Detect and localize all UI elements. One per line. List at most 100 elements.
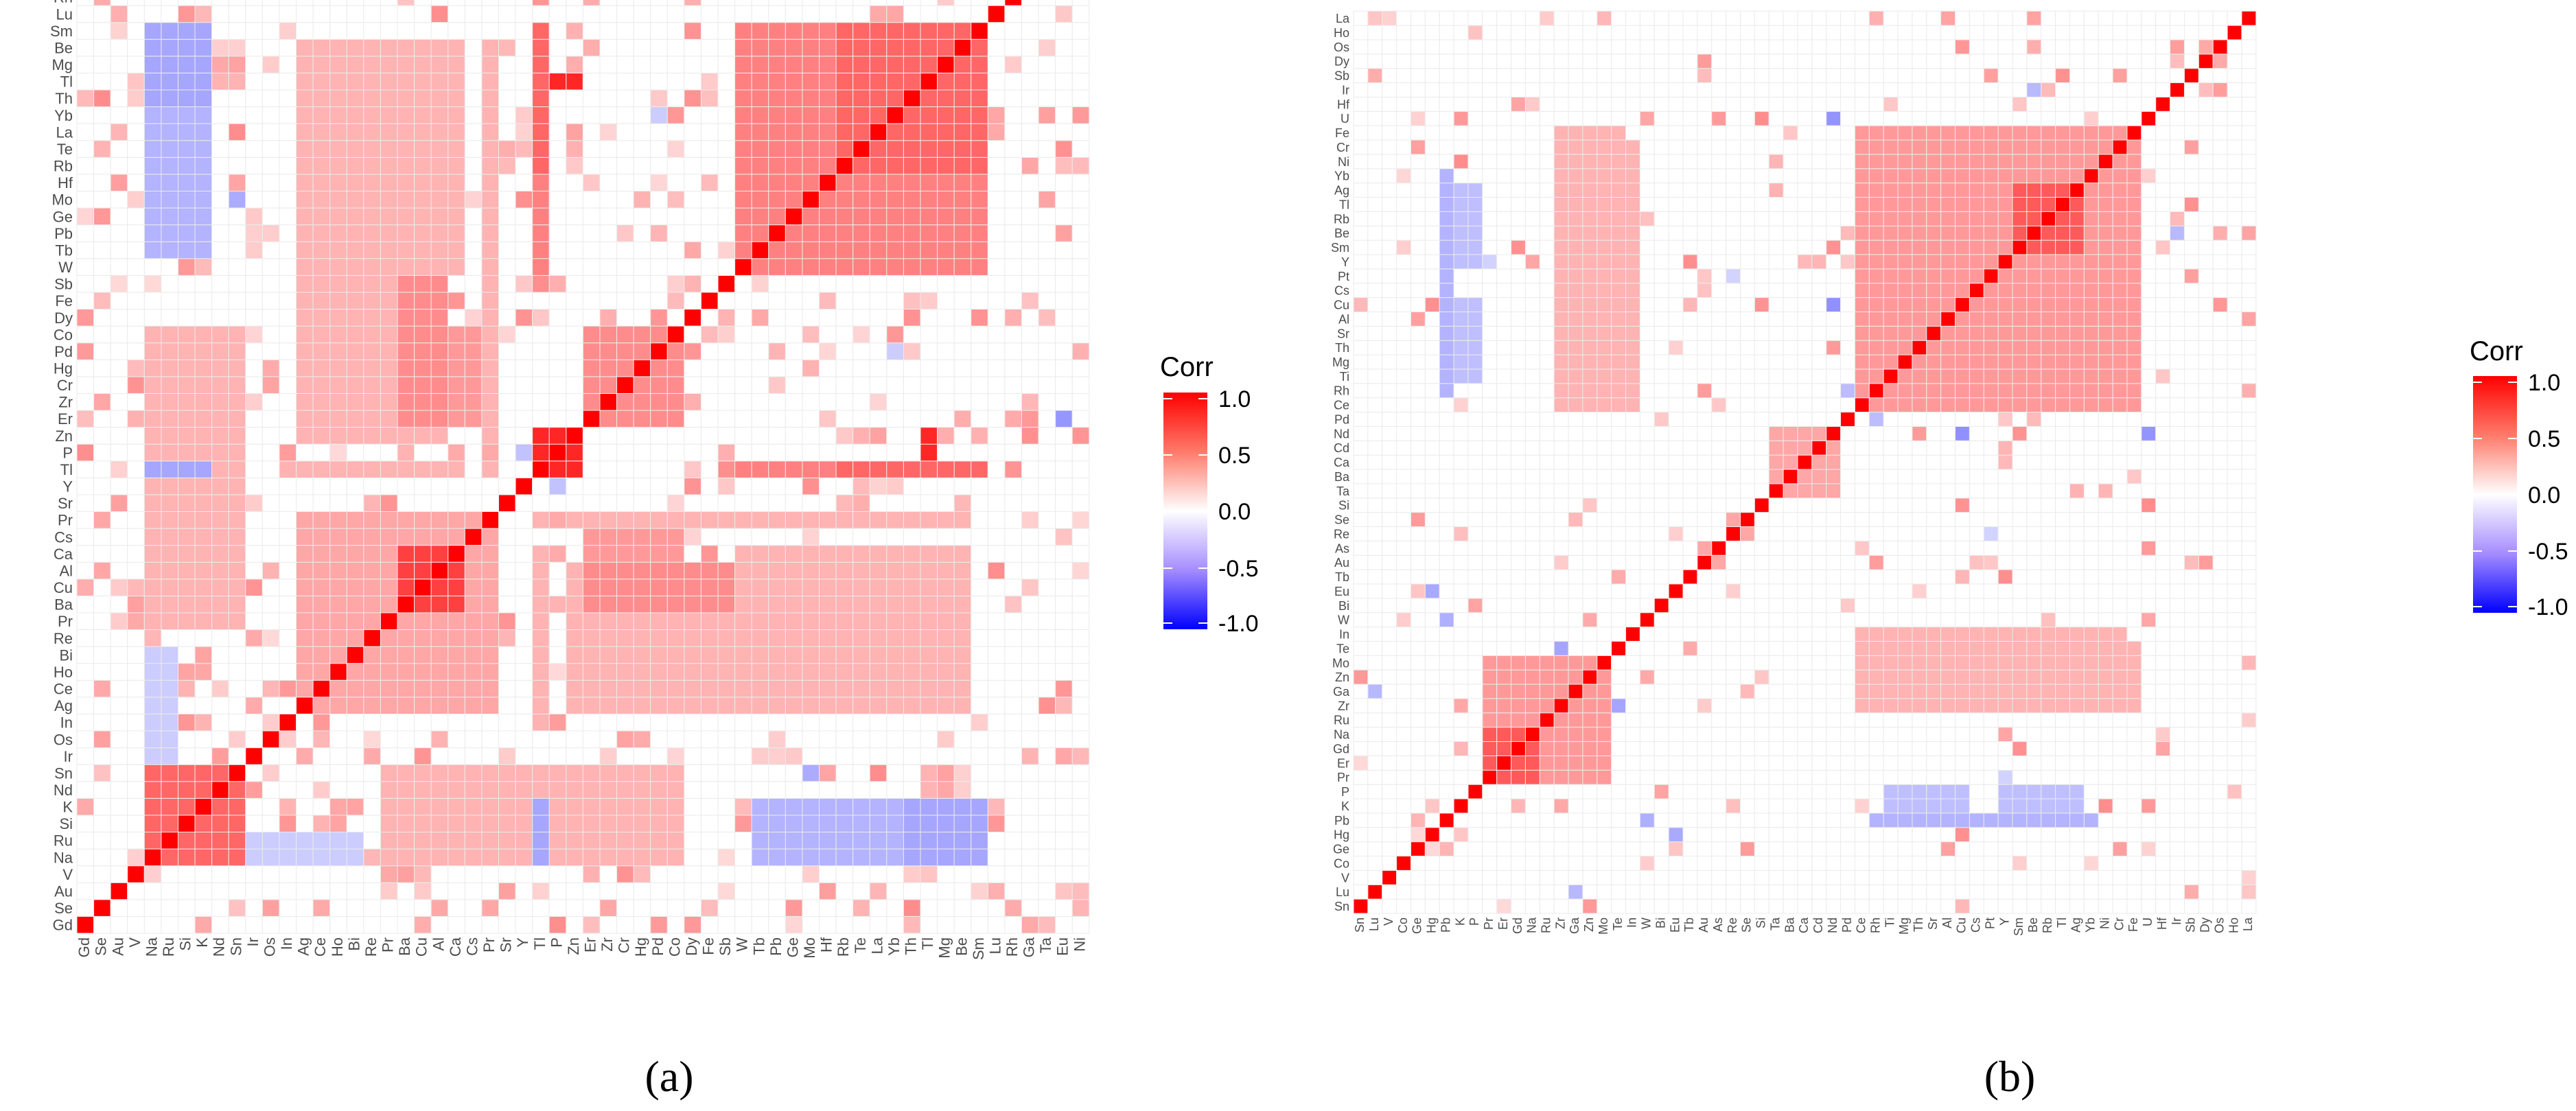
heatmap-cell: [2227, 898, 2242, 914]
heatmap-cell: [903, 258, 921, 276]
heatmap-cell: [2126, 727, 2142, 742]
heatmap-cell: [245, 747, 263, 765]
heatmap-cell: [886, 106, 904, 124]
heatmap-cell: [2112, 683, 2128, 699]
heatmap-cell: [599, 848, 618, 867]
heatmap-cell: [296, 494, 314, 512]
heatmap-cell: [329, 815, 347, 833]
heatmap-cell: [211, 72, 229, 91]
heatmap-cell: [566, 106, 583, 124]
heatmap-cell: [1883, 669, 1899, 685]
heatmap-cell: [548, 511, 567, 529]
heatmap-cell: [279, 528, 297, 546]
heatmap-cell: [1496, 669, 1512, 685]
heatmap-cell: [835, 376, 854, 394]
heatmap-cell: [1711, 669, 1727, 685]
heatmap-cell: [869, 595, 887, 613]
heatmap-cell: [161, 815, 178, 833]
heatmap-cell: [599, 342, 618, 360]
heatmap-cell: [397, 832, 415, 850]
heatmap-cell: [953, 22, 972, 40]
heatmap-cell: [2055, 784, 2070, 799]
heatmap-cell: [1783, 812, 1798, 828]
heatmap-cell: [1582, 640, 1598, 656]
heatmap-cell: [971, 915, 988, 934]
heatmap-cell: [903, 663, 921, 681]
heatmap-cell: [262, 274, 280, 293]
heatmap-cell: [684, 72, 701, 91]
heatmap-cell: [1582, 698, 1598, 714]
heatmap-cell: [666, 156, 685, 175]
heatmap-cell: [582, 663, 601, 681]
heatmap-cell: [430, 190, 449, 209]
heatmap-cell: [1668, 698, 1684, 714]
heatmap-cell: [953, 679, 972, 698]
heatmap-cell: [1553, 769, 1569, 785]
heatmap-cell: [430, 561, 449, 580]
heatmap-cell: [599, 174, 618, 191]
heatmap-cell: [127, 477, 145, 495]
heatmap-cell: [1004, 376, 1022, 394]
heatmap-cell: [143, 915, 162, 934]
heatmap-cell: [2227, 727, 2242, 742]
heatmap-cell: [245, 697, 263, 714]
heatmap-cell: [93, 865, 111, 883]
heatmap-cell: [1969, 640, 1984, 656]
heatmap-cell: [2055, 827, 2070, 843]
heatmap-cell: [380, 528, 398, 546]
heatmap-cell: [329, 578, 347, 596]
heatmap-cell: [1912, 798, 1927, 814]
heatmap-cell: [2212, 856, 2228, 871]
heatmap-cell: [1883, 655, 1899, 670]
heatmap-cell: [835, 56, 854, 73]
heatmap-cell: [1940, 769, 1956, 785]
heatmap-cell: [110, 224, 128, 242]
heatmap-cell: [852, 309, 870, 327]
heatmap-cell: [296, 865, 314, 883]
heatmap-cell: [802, 443, 820, 462]
heatmap-cell: [1511, 755, 1526, 771]
heatmap-cell: [1997, 784, 2013, 799]
heatmap-cell: [448, 241, 465, 259]
heatmap-cell: [937, 460, 955, 478]
heatmap-cell: [633, 224, 651, 242]
heatmap-cell: [2112, 784, 2128, 799]
heatmap-cell: [616, 511, 634, 529]
y-tick-label: Sr: [58, 495, 73, 512]
heatmap-cell: [1496, 856, 1512, 871]
heatmap-cell: [76, 292, 95, 310]
heatmap-cell: [1038, 5, 1056, 23]
heatmap-cell: [1410, 841, 1426, 857]
heatmap-cell: [1983, 683, 1999, 699]
y-tick-label: Sb: [54, 276, 73, 293]
heatmap-cell: [1453, 784, 1469, 799]
heatmap-cell: [886, 545, 904, 563]
heatmap-cell: [329, 747, 347, 765]
heatmap-cell: [430, 460, 449, 478]
heatmap-cell: [93, 747, 111, 765]
heatmap-cell: [700, 292, 719, 310]
heatmap-cell: [110, 325, 128, 344]
heatmap-cell: [93, 72, 111, 91]
heatmap-cell: [953, 494, 972, 512]
heatmap-cell: [1868, 698, 1884, 714]
heatmap-cell: [650, 679, 668, 698]
heatmap-cell: [1940, 669, 1956, 685]
heatmap-cell: [262, 5, 280, 23]
heatmap-cell: [329, 882, 347, 900]
heatmap-cell: [1021, 915, 1039, 934]
heatmap-cell: [937, 410, 955, 428]
heatmap-cell: [1453, 798, 1469, 814]
heatmap-cell: [819, 342, 837, 360]
heatmap-cell: [177, 376, 196, 394]
heatmap-cell: [380, 174, 398, 191]
heatmap-cell: [666, 730, 685, 749]
heatmap-cell: [700, 612, 719, 631]
heatmap-cell: [279, 848, 297, 867]
heatmap-cell: [194, 781, 213, 799]
heatmap-cell: [1055, 477, 1073, 495]
heatmap-cell: [785, 697, 803, 714]
heatmap-cell: [886, 22, 904, 40]
heatmap-cell: [161, 865, 178, 883]
heatmap-cell: [802, 646, 820, 664]
